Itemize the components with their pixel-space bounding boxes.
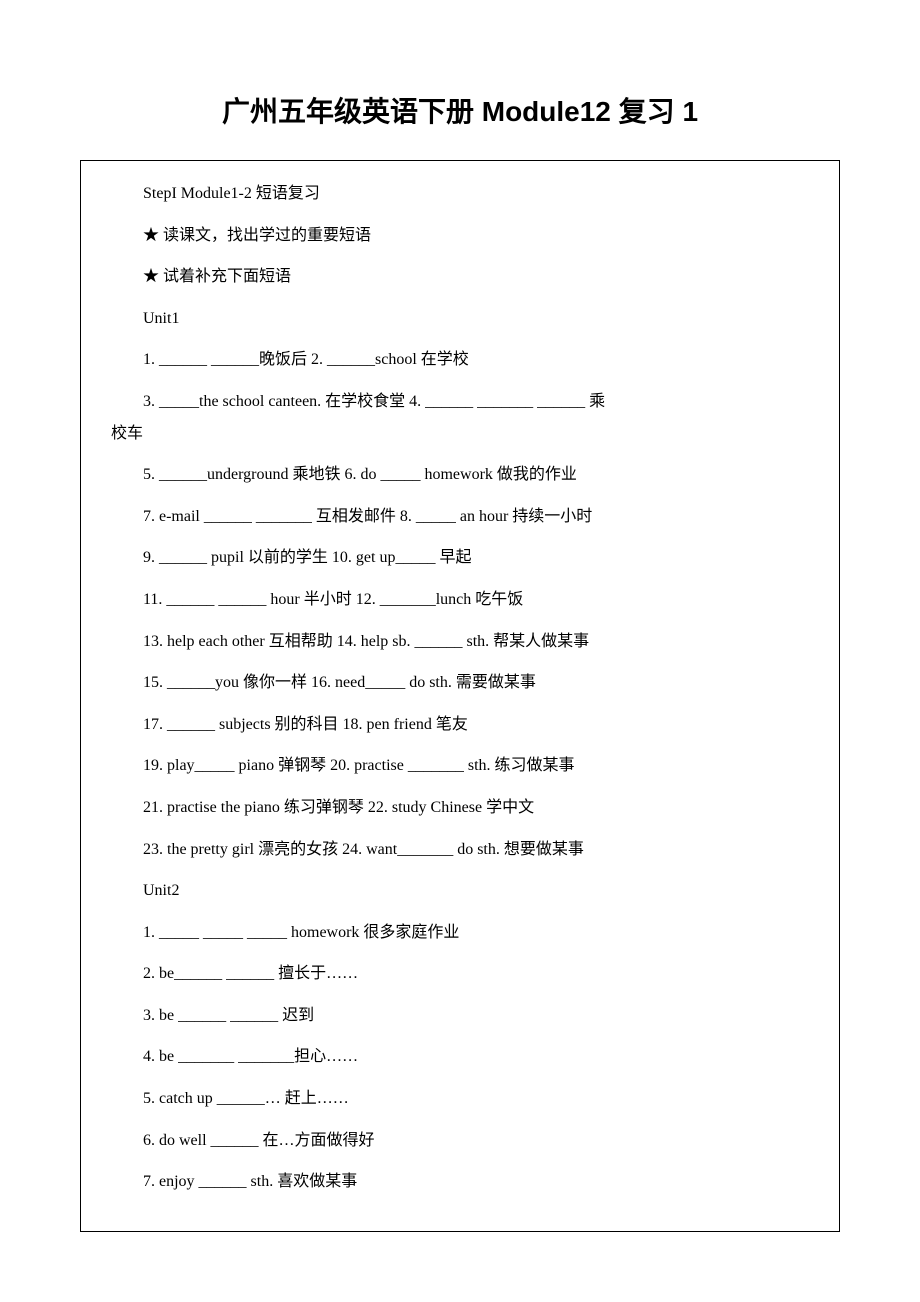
worksheet-line: 11. ______ ______ hour 半小时 12. _______lu… (111, 587, 809, 613)
worksheet-line: 19. play_____ piano 弹钢琴 20. practise ___… (111, 753, 809, 779)
worksheet-line: StepI Module1-2 短语复习 (111, 181, 809, 207)
page-title: 广州五年级英语下册 Module12 复习 1 (80, 90, 840, 130)
worksheet-line: 23. the pretty girl 漂亮的女孩 24. want______… (111, 837, 809, 863)
worksheet-content: StepI Module1-2 短语复习 ★ 读课文，找出学过的重要短语 ★ 试着补… (111, 181, 809, 1195)
worksheet-line: 17. ______ subjects 别的科目 18. pen friend … (111, 712, 809, 738)
worksheet-line: 7. enjoy ______ sth. 喜欢做某事 (111, 1169, 809, 1195)
worksheet-line-wrap: 校车 (111, 421, 809, 447)
worksheet-line: Unit2 (111, 878, 809, 904)
worksheet-line: 5. catch up ______… 赶上…… (111, 1086, 809, 1112)
worksheet-line: ★ 读课文，找出学过的重要短语 (111, 223, 809, 249)
worksheet-line: Unit1 (111, 306, 809, 332)
worksheet-line: 15. ______you 像你一样 16. need_____ do sth.… (111, 670, 809, 696)
worksheet-line: 3. _____the school canteen. 在学校食堂 4. ___… (111, 389, 809, 415)
worksheet-line: 9. ______ pupil 以前的学生 10. get up_____ 早起 (111, 545, 809, 571)
worksheet-line: 6. do well ______ 在…方面做得好 (111, 1128, 809, 1154)
worksheet-line: 5. ______underground 乘地铁 6. do _____ hom… (111, 462, 809, 488)
content-border-box: StepI Module1-2 短语复习 ★ 读课文，找出学过的重要短语 ★ 试着补… (80, 160, 840, 1232)
worksheet-line: 1. _____ _____ _____ homework 很多家庭作业 (111, 920, 809, 946)
worksheet-line: 13. help each other 互相帮助 14. help sb. __… (111, 629, 809, 655)
worksheet-line: 4. be _______ _______担心…… (111, 1044, 809, 1070)
worksheet-line: 7. e-mail ______ _______ 互相发邮件 8. _____ … (111, 504, 809, 530)
worksheet-line: 3. be ______ ______ 迟到 (111, 1003, 809, 1029)
worksheet-line: ★ 试着补充下面短语 (111, 264, 809, 290)
worksheet-line: 1. ______ ______晚饭后 2. ______school 在学校 (111, 347, 809, 373)
worksheet-line: 21. practise the piano 练习弹钢琴 22. study C… (111, 795, 809, 821)
worksheet-line: 2. be______ ______ 擅长于…… (111, 961, 809, 987)
